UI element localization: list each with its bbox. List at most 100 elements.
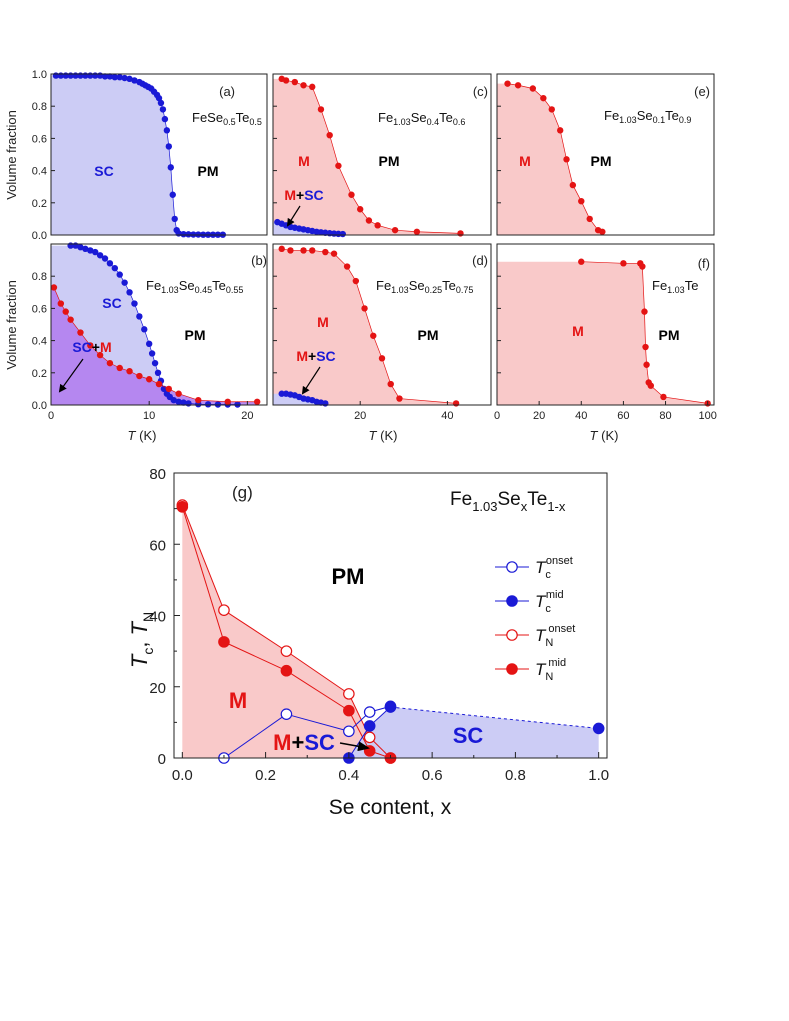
composition-d: Fe1.03Se0.25Te0.75: [376, 278, 473, 295]
panel-b: 0.0 0.2 0.4 0.6 0.8 0 10 20: [32, 242, 268, 422]
y-axis-label-top: Volume fraction: [4, 110, 19, 200]
region-label-m: M: [229, 688, 247, 713]
phase-label-m-e: M: [519, 153, 531, 169]
panel-a: 0.0 0.2 0.4 0.6 0.8 1.0: [32, 69, 268, 242]
point-sc-a: [155, 94, 163, 102]
point-sc-a: [131, 77, 138, 84]
ytick-label-b: 0.4: [32, 336, 47, 348]
point-m-d: [378, 355, 386, 362]
legend: Tconset Tcmid TNonset TNmid: [495, 555, 575, 683]
point-tc_mid: [592, 722, 605, 735]
composition-e: Fe1.03Se0.1Te0.9: [604, 108, 691, 125]
panel-d-annotations: (d) Fe1.03Se0.25Te0.75 M PM M+SC: [296, 253, 488, 395]
point-sc-b: [136, 313, 143, 320]
region-label-sc: SC: [453, 723, 484, 748]
point-sc-b: [116, 271, 123, 278]
point-sc-a: [180, 230, 187, 238]
point-m-d: [361, 305, 368, 312]
composition-c: Fe1.03Se0.4Te0.6: [378, 110, 465, 127]
point-sc-b: [180, 399, 187, 406]
point-sc-a: [116, 74, 123, 81]
overlap-arrow-g: [339, 741, 370, 752]
point-m-d: [330, 250, 338, 257]
point-m-e: [540, 94, 547, 102]
point-sc-a: [159, 106, 167, 113]
panel-letter-c: (c): [473, 84, 488, 99]
point-tn_mid: [218, 636, 230, 648]
phase-label-pm-e: PM: [591, 153, 612, 169]
point-m-b: [126, 367, 133, 375]
panel-letter-a: (a): [219, 84, 235, 99]
ytick-label-b: 0.8: [32, 271, 47, 283]
xtick-label-b: 20: [241, 410, 253, 422]
point-sc-b: [204, 401, 212, 408]
point-sc-a: [126, 75, 133, 83]
phase-label-sc-b: SC: [102, 295, 121, 311]
xtick-label-d: 40: [441, 410, 453, 422]
point-m-d: [343, 263, 351, 270]
point-sc-b: [87, 247, 94, 254]
region-m-d: [273, 248, 457, 405]
panel-f-annotations: (f) Fe1.03Te M PM: [572, 256, 710, 343]
point-sc-b: [145, 340, 153, 348]
xtick-label-d: 20: [354, 410, 366, 422]
phase-label-sc-a: SC: [94, 163, 113, 179]
point-m-b: [96, 351, 104, 359]
panel-letter-b: (b): [251, 253, 267, 268]
panel-b-annotations: (b) Fe1.03Se0.45Te0.55 SC PM SC+M: [58, 253, 267, 393]
frame-d: [272, 243, 492, 406]
point-m-b: [87, 342, 94, 349]
point-m-d: [387, 380, 394, 388]
point-m-b: [195, 396, 202, 404]
point-sc-a: [161, 115, 169, 123]
phase-label-m-d: M: [317, 314, 329, 330]
line-tc_onset: [223, 713, 287, 759]
point-m-e: [529, 85, 537, 92]
point-sc-a: [185, 231, 192, 238]
point-m-c: [300, 82, 307, 89]
point-m-d: [452, 400, 460, 407]
point-m-c: [413, 228, 421, 235]
panel-letter-f: (f): [698, 256, 710, 271]
ytick-label-a: 0.2: [32, 198, 47, 210]
point-m-b: [165, 385, 173, 393]
ytick-label-a: 0.0: [32, 230, 47, 242]
point-sc-b: [141, 326, 148, 333]
point-sc-a: [101, 73, 109, 80]
legend-marker-tn_mid: [506, 663, 518, 675]
legend-marker-tn_onset: [506, 629, 518, 641]
phase-label-m-c: M: [298, 153, 310, 169]
point-m-f: [641, 308, 648, 315]
phase-label-pm-a: PM: [198, 163, 219, 179]
ytick-label-b: 0.0: [32, 400, 47, 412]
panel-letter-d: (d): [472, 253, 488, 268]
point-m-b: [106, 359, 114, 367]
point-sc-a: [157, 99, 165, 107]
xtick-label-f: 60: [617, 410, 629, 422]
panel-letter-e: (e): [694, 84, 710, 99]
phase-label-m-f: M: [572, 323, 584, 339]
point-m-c: [365, 217, 373, 224]
legend-marker-tc_onset: [506, 561, 518, 573]
point-sc-b: [175, 398, 182, 405]
frame-b: [50, 243, 268, 406]
panel-e: [496, 73, 715, 236]
point-m-c: [326, 131, 333, 139]
point-tn_mid: [176, 501, 189, 513]
legend-label-tn_onset: TNonset: [535, 623, 575, 649]
point-m-d: [309, 247, 316, 254]
point-tn_mid: [343, 704, 355, 717]
x-axis-label-g: Se content, x: [329, 796, 452, 819]
point-m-b: [136, 372, 143, 380]
ytick-label-b: 0.6: [32, 303, 47, 315]
point-m-c: [309, 83, 316, 91]
point-sc-b: [106, 260, 114, 267]
point-tc_mid: [384, 701, 397, 713]
region-m-b: [51, 287, 258, 405]
point-sc-b: [151, 359, 159, 367]
panel-d: 20 40: [272, 243, 492, 422]
overlap-arrow-c: [286, 205, 301, 227]
ytick-label-g: 20: [149, 680, 166, 697]
line-tn_mid: [181, 506, 225, 643]
